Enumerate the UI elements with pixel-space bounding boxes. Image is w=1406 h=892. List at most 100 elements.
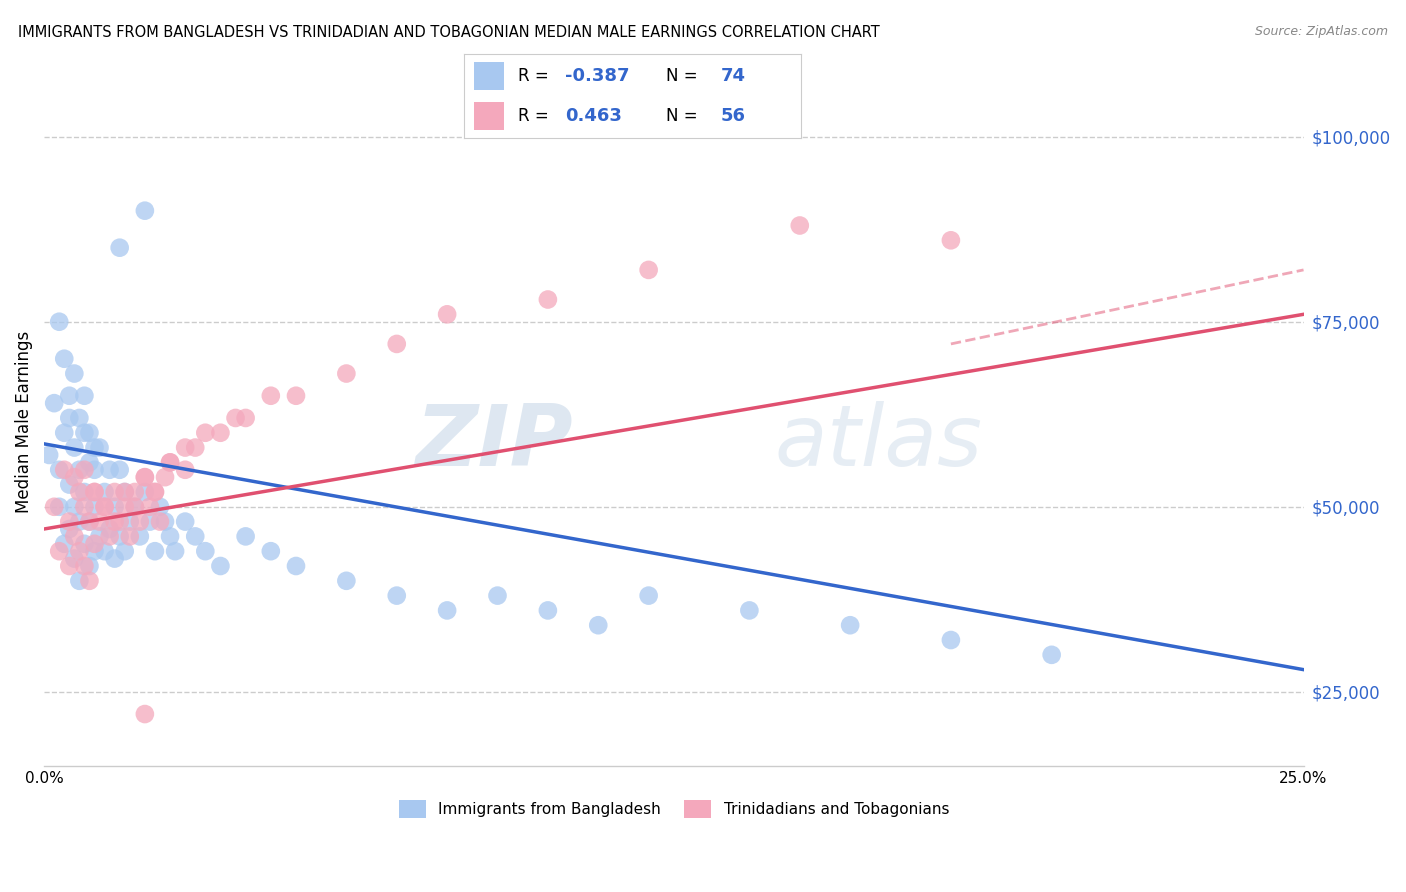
- Point: [114, 500, 136, 514]
- Point: [436, 603, 458, 617]
- Point: [104, 515, 127, 529]
- Text: Source: ZipAtlas.com: Source: ZipAtlas.com: [1254, 25, 1388, 38]
- Point: [637, 263, 659, 277]
- Point: [149, 500, 172, 514]
- Point: [93, 500, 115, 514]
- Point: [48, 500, 70, 514]
- Text: IMMIGRANTS FROM BANGLADESH VS TRINIDADIAN AND TOBAGONIAN MEDIAN MALE EARNINGS CO: IMMIGRANTS FROM BANGLADESH VS TRINIDADIA…: [18, 25, 880, 40]
- Point: [114, 485, 136, 500]
- Point: [108, 463, 131, 477]
- Point: [184, 529, 207, 543]
- Point: [588, 618, 610, 632]
- Point: [63, 529, 86, 543]
- Point: [58, 559, 80, 574]
- Point: [73, 485, 96, 500]
- Point: [174, 463, 197, 477]
- Point: [53, 351, 76, 366]
- Point: [89, 529, 111, 543]
- Point: [58, 389, 80, 403]
- Point: [63, 470, 86, 484]
- Point: [194, 425, 217, 440]
- Point: [44, 396, 66, 410]
- Point: [67, 463, 90, 477]
- Point: [98, 529, 121, 543]
- Text: N =: N =: [666, 107, 703, 125]
- Point: [48, 544, 70, 558]
- Point: [79, 425, 101, 440]
- Point: [139, 500, 162, 514]
- Point: [104, 485, 127, 500]
- Point: [159, 455, 181, 469]
- Text: N =: N =: [666, 67, 703, 85]
- Point: [118, 515, 141, 529]
- Point: [83, 537, 105, 551]
- Point: [486, 589, 509, 603]
- Point: [128, 529, 150, 543]
- Point: [73, 537, 96, 551]
- Point: [67, 411, 90, 425]
- Bar: [474, 62, 505, 90]
- Y-axis label: Median Male Earnings: Median Male Earnings: [15, 331, 32, 513]
- Point: [134, 707, 156, 722]
- Point: [143, 544, 166, 558]
- Point: [149, 515, 172, 529]
- Point: [58, 522, 80, 536]
- Point: [98, 463, 121, 477]
- Point: [335, 367, 357, 381]
- Point: [83, 485, 105, 500]
- Point: [73, 559, 96, 574]
- Point: [79, 515, 101, 529]
- Point: [58, 411, 80, 425]
- Point: [159, 529, 181, 543]
- Point: [153, 515, 176, 529]
- Point: [53, 425, 76, 440]
- Point: [63, 500, 86, 514]
- Point: [235, 411, 257, 425]
- Point: [143, 485, 166, 500]
- Point: [93, 485, 115, 500]
- Point: [63, 367, 86, 381]
- Point: [73, 425, 96, 440]
- Point: [114, 544, 136, 558]
- Point: [335, 574, 357, 588]
- Point: [209, 559, 232, 574]
- Point: [153, 470, 176, 484]
- Point: [93, 500, 115, 514]
- Point: [134, 470, 156, 484]
- Point: [63, 551, 86, 566]
- Point: [73, 500, 96, 514]
- Point: [89, 441, 111, 455]
- Point: [79, 574, 101, 588]
- Point: [385, 589, 408, 603]
- Point: [118, 529, 141, 543]
- Point: [124, 500, 146, 514]
- Point: [128, 515, 150, 529]
- Text: R =: R =: [517, 107, 554, 125]
- Point: [184, 441, 207, 455]
- Point: [114, 485, 136, 500]
- Point: [134, 470, 156, 484]
- Point: [209, 425, 232, 440]
- Point: [48, 315, 70, 329]
- Bar: [474, 102, 505, 130]
- Point: [83, 441, 105, 455]
- Point: [108, 529, 131, 543]
- Point: [98, 522, 121, 536]
- Point: [79, 455, 101, 469]
- Text: 0.463: 0.463: [565, 107, 621, 125]
- Point: [53, 537, 76, 551]
- Point: [1040, 648, 1063, 662]
- Point: [58, 477, 80, 491]
- Point: [839, 618, 862, 632]
- Point: [73, 463, 96, 477]
- Point: [48, 463, 70, 477]
- Point: [385, 337, 408, 351]
- Point: [83, 500, 105, 514]
- Point: [165, 544, 187, 558]
- Text: R =: R =: [517, 67, 554, 85]
- Point: [143, 485, 166, 500]
- Point: [436, 307, 458, 321]
- Point: [139, 515, 162, 529]
- Point: [89, 515, 111, 529]
- Point: [134, 485, 156, 500]
